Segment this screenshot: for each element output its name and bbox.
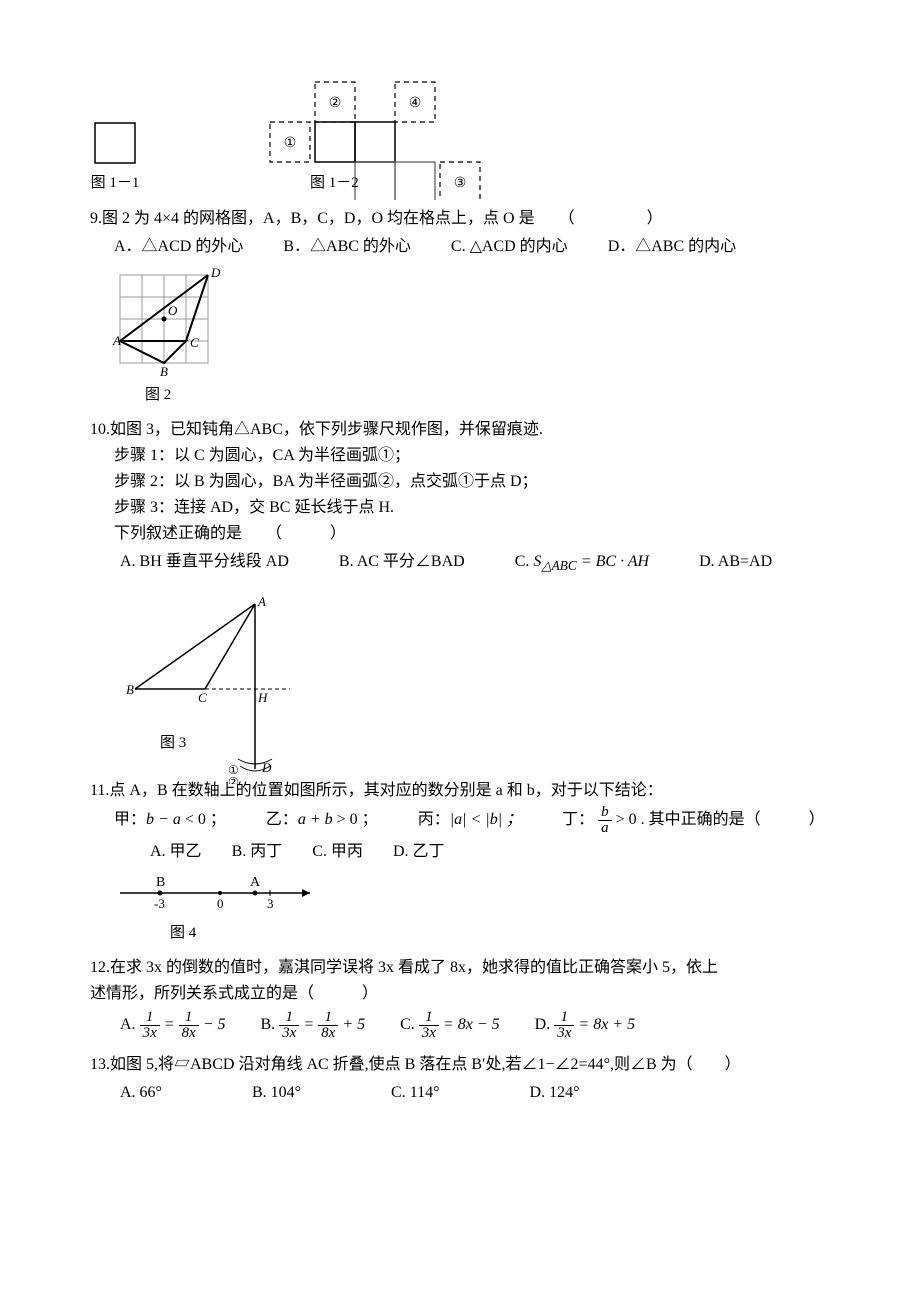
svg-text:③: ③	[454, 176, 467, 191]
q12-opt-a: A. 13x = 18x − 5	[120, 1010, 226, 1041]
q13-stem: 13.如图 5,将▱ABCD 沿对角线 AC 折叠,使点 B 落在点 B′处,若…	[90, 1053, 830, 1077]
svg-text:①: ①	[284, 136, 297, 151]
q13-opt-d: D. 124°	[530, 1081, 580, 1105]
svg-text:B: B	[126, 682, 134, 697]
svg-text:D: D	[210, 265, 221, 280]
svg-text:D: D	[261, 760, 272, 775]
svg-text:-3: -3	[154, 896, 165, 911]
q9-num: 9.	[90, 210, 102, 227]
fig2-label: 图 2	[145, 384, 171, 407]
q12-line1: 12.在求 3x 的倒数的值时，嘉淇同学误将 3x 看成了 8x，她求得的值比正…	[90, 956, 830, 980]
q12-opt-d: D. 13x = 8x + 5	[535, 1010, 635, 1041]
fig4-label: 图 4	[170, 922, 196, 945]
svg-text:H: H	[257, 690, 268, 705]
q12-opt-b: B. 13x = 18x + 5	[261, 1010, 366, 1041]
q12-options: A. 13x = 18x − 5 B. 13x = 18x + 5 C. 13x…	[120, 1010, 830, 1041]
svg-text:C: C	[190, 335, 199, 350]
fig4-svg: B A -3 0 3	[110, 868, 330, 918]
svg-text:C: C	[198, 690, 207, 705]
svg-text:B: B	[156, 875, 165, 890]
figure-3: A B C H D ① ② 图 3	[120, 594, 830, 755]
q12-line2: 述情形，所列关系式成立的是（ ）	[90, 982, 830, 1006]
q11-ding: 丁： ba > 0 . 其中正确的是（ ）	[562, 805, 825, 836]
svg-text:3: 3	[267, 896, 274, 911]
q11-num: 11.	[90, 782, 109, 799]
svg-text:0: 0	[217, 896, 224, 911]
q10-step1: 步骤 1：以 C 为圆心，CA 为半径画弧①；	[114, 444, 830, 468]
question-11: 11.点 A，B 在数轴上的位置如图所示，其对应的数分别是 a 和 b，对于以下…	[90, 779, 830, 945]
fig1-2-svg: ① ② ④ ③	[240, 80, 500, 200]
q11-options: A. 甲乙 B. 丙丁 C. 甲丙 D. 乙丁	[150, 840, 830, 864]
q13-num: 13.	[90, 1056, 110, 1073]
svg-text:A: A	[250, 875, 261, 890]
q11-opt-d: D. 乙丁	[393, 840, 445, 864]
top-figures-row: 图 1－1 ① ② ④ ③ 图 1－2	[90, 80, 830, 195]
q10-tail: 下列叙述正确的是 （ ）	[114, 522, 830, 546]
q9-opt-c: C. △ACD 的内心	[451, 235, 568, 259]
question-13: 13.如图 5,将▱ABCD 沿对角线 AC 折叠,使点 B 落在点 B′处,若…	[90, 1053, 830, 1105]
q9-opt-d: D．△ABC 的内心	[608, 235, 736, 259]
q12-opt-c: C. 13x = 8x − 5	[400, 1010, 500, 1041]
figure-1-2: ① ② ④ ③ 图 1－2	[240, 80, 500, 195]
q10-text: 如图 3，已知钝角△ABC，依下列步骤尺规作图，并保留痕迹.	[110, 421, 543, 438]
q12-num: 12.	[90, 959, 110, 976]
svg-text:②: ②	[329, 96, 342, 111]
fig1-1-svg	[90, 118, 140, 168]
q13-opt-b: B. 104°	[252, 1081, 301, 1105]
q11-text: 点 A，B 在数轴上的位置如图所示，其对应的数分别是 a 和 b，对于以下结论：	[109, 782, 662, 799]
fig1-1-label: 图 1－1	[91, 172, 140, 195]
q11-bing: 丙：|a| < |b| ；	[418, 808, 522, 832]
q13-text: 如图 5,将▱ABCD 沿对角线 AC 折叠,使点 B 落在点 B′处,若∠1−…	[110, 1056, 741, 1073]
question-9: 9.图 2 为 4×4 的网格图，A，B，C，D，O 均在格点上，点 O 是 （…	[90, 207, 830, 407]
q13-opt-c: C. 114°	[391, 1081, 439, 1105]
q11-yi: 乙：a + b > 0 ；	[266, 808, 378, 832]
q9-stem: 9.图 2 为 4×4 的网格图，A，B，C，D，O 均在格点上，点 O 是 （…	[90, 207, 830, 231]
q9-text: 图 2 为 4×4 的网格图，A，B，C，D，O 均在格点上，点 O 是	[102, 210, 535, 227]
q10-opt-c: C. S△ABC = BC · AH	[515, 550, 649, 576]
figure-4: B A -3 0 3 图 4	[110, 868, 830, 945]
svg-text:B: B	[160, 364, 168, 379]
q9-options: A．△ACD 的外心 B．△ABC 的外心 C. △ACD 的内心 D．△ABC…	[114, 235, 830, 259]
q11-statements: 甲：b − a < 0 ； 乙：a + b > 0 ； 丙：|a| < |b| …	[114, 805, 830, 836]
q10-opt-d: D. AB=AD	[699, 550, 772, 576]
q11-opt-a: A. 甲乙	[150, 840, 202, 864]
q10-step2: 步骤 2：以 B 为圆心，BA 为半径画弧②，点交弧①于点 D；	[114, 470, 830, 494]
fig3-label: 图 3	[160, 732, 186, 755]
q11-opt-c: C. 甲丙	[312, 840, 363, 864]
svg-text:④: ④	[409, 96, 422, 111]
figure-1-1: 图 1－1	[90, 118, 140, 195]
fig2-svg: A B C D O	[110, 265, 230, 380]
q10-stem: 10.如图 3，已知钝角△ABC，依下列步骤尺规作图，并保留痕迹.	[90, 418, 830, 442]
q11-stem: 11.点 A，B 在数轴上的位置如图所示，其对应的数分别是 a 和 b，对于以下…	[90, 779, 830, 803]
q12-text1: 在求 3x 的倒数的值时，嘉淇同学误将 3x 看成了 8x，她求得的值比正确答案…	[110, 959, 718, 976]
svg-text:A: A	[257, 594, 266, 609]
svg-text:O: O	[168, 303, 178, 318]
question-12: 12.在求 3x 的倒数的值时，嘉淇同学误将 3x 看成了 8x，她求得的值比正…	[90, 956, 830, 1041]
q11-opt-b: B. 丙丁	[232, 840, 283, 864]
svg-text:A: A	[112, 333, 121, 348]
q10-opt-a: A. BH 垂直平分线段 AD	[120, 550, 289, 576]
q10-num: 10.	[90, 421, 110, 438]
fig1-2-label: 图 1－2	[310, 172, 359, 195]
question-10: 10.如图 3，已知钝角△ABC，依下列步骤尺规作图，并保留痕迹. 步骤 1：以…	[90, 418, 830, 755]
q9-opt-a: A．△ACD 的外心	[114, 235, 243, 259]
q10-opt-b: B. AC 平分∠BAD	[339, 550, 465, 576]
fig3-svg: A B C H D ① ②	[120, 594, 300, 784]
q10-options: A. BH 垂直平分线段 AD B. AC 平分∠BAD C. S△ABC = …	[120, 550, 830, 576]
q9-blank: （ ）	[567, 210, 669, 227]
q13-options: A. 66° B. 104° C. 114° D. 124°	[120, 1081, 830, 1105]
q10-step3: 步骤 3：连接 AD，交 BC 延长线于点 H.	[114, 496, 830, 520]
figure-2: A B C D O 图 2	[110, 265, 830, 407]
q11-jia: 甲：b − a < 0 ；	[114, 808, 226, 832]
q13-opt-a: A. 66°	[120, 1081, 162, 1105]
q9-opt-b: B．△ABC 的外心	[283, 235, 411, 259]
